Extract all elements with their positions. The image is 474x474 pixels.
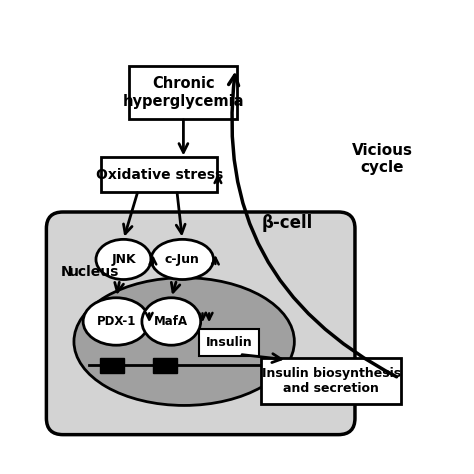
FancyBboxPatch shape bbox=[199, 329, 259, 356]
FancyBboxPatch shape bbox=[129, 66, 237, 119]
Text: JNK: JNK bbox=[111, 253, 136, 266]
Text: MafA: MafA bbox=[154, 315, 188, 328]
FancyArrowPatch shape bbox=[228, 75, 397, 377]
Text: Insulin: Insulin bbox=[206, 336, 253, 349]
Ellipse shape bbox=[83, 298, 149, 345]
Text: ucleus: ucleus bbox=[68, 265, 119, 279]
Text: Oxidative stress: Oxidative stress bbox=[96, 168, 223, 182]
Text: β-cell: β-cell bbox=[261, 214, 313, 232]
FancyBboxPatch shape bbox=[46, 212, 355, 435]
Ellipse shape bbox=[74, 278, 294, 405]
Ellipse shape bbox=[142, 298, 201, 345]
Bar bbox=[153, 358, 177, 373]
Text: PDX-1: PDX-1 bbox=[97, 315, 136, 328]
Ellipse shape bbox=[151, 239, 213, 280]
Text: Chronic
hyperglycemia: Chronic hyperglycemia bbox=[122, 76, 244, 109]
Text: Insulin biosynthesis
and secretion: Insulin biosynthesis and secretion bbox=[262, 367, 401, 395]
Text: Vicious
cycle: Vicious cycle bbox=[352, 143, 413, 175]
Text: c-Jun: c-Jun bbox=[165, 253, 200, 266]
FancyBboxPatch shape bbox=[261, 358, 401, 404]
Bar bbox=[100, 358, 124, 373]
FancyBboxPatch shape bbox=[101, 157, 217, 192]
Text: N: N bbox=[61, 265, 73, 279]
Ellipse shape bbox=[96, 239, 151, 280]
